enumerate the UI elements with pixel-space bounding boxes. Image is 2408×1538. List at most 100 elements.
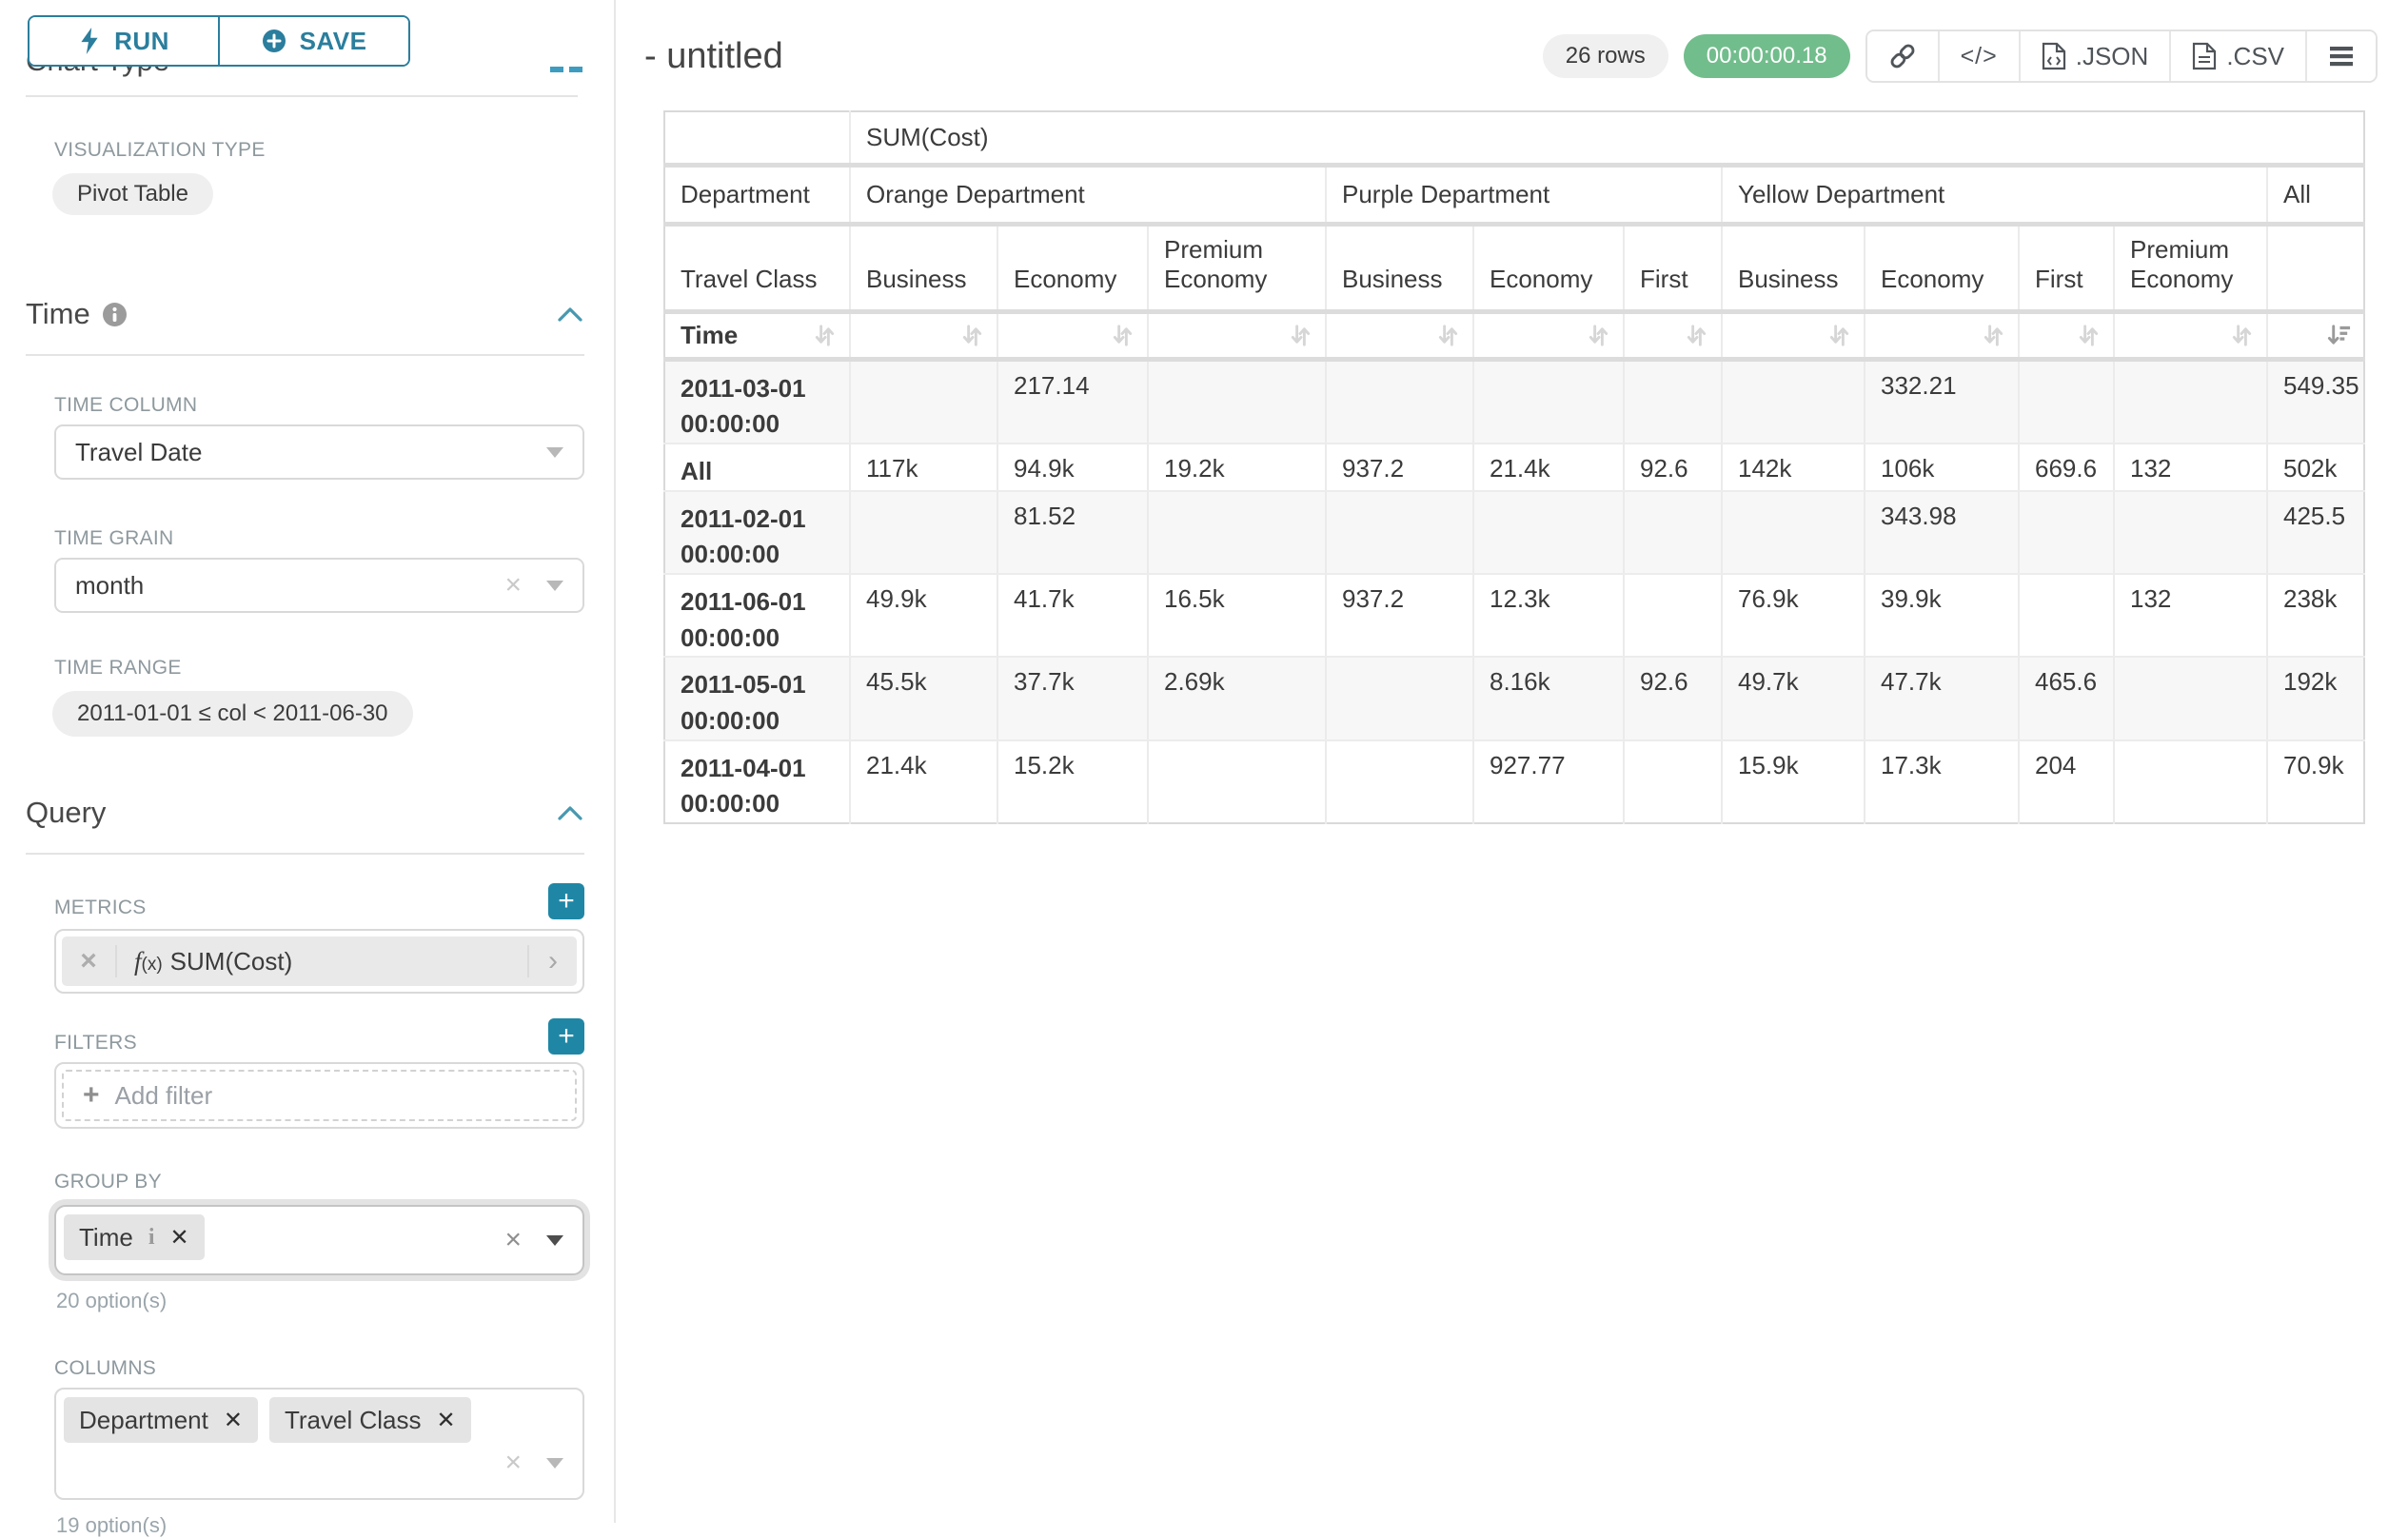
pivot-travel-class-header: Economy	[997, 224, 1148, 314]
plus-icon: +	[83, 1079, 100, 1111]
remove-metric-icon[interactable]: ×	[62, 945, 117, 977]
add-filter-button[interactable]: + Add filter	[62, 1070, 577, 1121]
time-range-label: TIME RANGE	[54, 657, 182, 679]
sort-icon	[1589, 324, 1609, 346]
pivot-value-cell: 132	[2113, 573, 2267, 659]
pivot-value-cell: 142k	[1721, 443, 1865, 492]
pivot-row-dimension-header[interactable]: Time	[664, 311, 850, 362]
lightning-bolt-icon	[81, 28, 98, 54]
pivot-value-cell: 192k	[2265, 657, 2365, 741]
clear-icon[interactable]: ×	[504, 1224, 522, 1255]
sort-header[interactable]	[1623, 311, 1722, 362]
pivot-value-cell: 2.69k	[1147, 657, 1326, 741]
pivot-travel-class-header: Economy	[1864, 224, 2019, 314]
add-metric-button[interactable]: +	[548, 883, 584, 919]
pivot-value-cell: 332.21	[1864, 359, 2019, 444]
pivot-row: 2011-04-01 00:00:00 21.4k 15.2k 927.77 15.9k…	[664, 739, 2365, 824]
pivot-value-cell: 94.9k	[997, 443, 1148, 492]
section-divider	[26, 95, 578, 97]
expand-metric-chevron-icon[interactable]: ›	[527, 945, 577, 977]
time-column-label: TIME COLUMN	[54, 394, 198, 416]
visualization-type-pill[interactable]: Pivot Table	[52, 173, 213, 215]
sort-header[interactable]	[1864, 311, 2019, 362]
chart-toolbar: 26 rows 00:00:00.18 </> .JSON .	[1542, 30, 2378, 83]
pivot-value-cell: 45.5k	[849, 657, 997, 741]
sort-header[interactable]	[1721, 311, 1865, 362]
sort-header[interactable]	[2113, 311, 2267, 362]
menu-button[interactable]	[2305, 31, 2376, 81]
pivot-value-cell: 502k	[2265, 443, 2365, 492]
pivot-department-header: Orange Department	[849, 165, 1326, 227]
columns-chip[interactable]: Travel Class ✕	[268, 1397, 471, 1443]
pivot-value-cell: 937.2	[1325, 443, 1473, 492]
code-icon: </>	[1960, 42, 1998, 69]
sort-desc-active-icon	[2328, 324, 2351, 345]
collapse-chevron-icon[interactable]	[556, 305, 584, 324]
sort-header[interactable]	[997, 311, 1148, 362]
pivot-value-cell: 8.16k	[1472, 657, 1624, 741]
columns-chip[interactable]: Department ✕	[64, 1397, 258, 1443]
clear-icon[interactable]: ×	[504, 1447, 522, 1478]
pivot-value-cell	[1325, 490, 1473, 575]
sort-header[interactable]	[1472, 311, 1624, 362]
sort-header[interactable]	[2018, 311, 2114, 362]
caret-down-icon	[546, 580, 563, 591]
embed-code-button[interactable]: </>	[1937, 31, 2019, 81]
pivot-row-label: 2011-02-01 00:00:00	[664, 490, 850, 575]
pivot-value-cell: 937.2	[1325, 573, 1473, 659]
sort-header[interactable]	[849, 311, 997, 362]
sort-header[interactable]	[1147, 311, 1326, 362]
pivot-row-label: All	[664, 443, 850, 492]
group-by-options-hint: 20 option(s)	[56, 1289, 168, 1312]
pivot-col-dimension-2: Travel Class	[664, 224, 850, 314]
pivot-value-cell: 70.9k	[2265, 739, 2365, 824]
share-link-button[interactable]	[1866, 31, 1938, 81]
filters-control: + Add filter	[54, 1062, 584, 1129]
chart-title[interactable]: - untitled	[644, 35, 783, 76]
pivot-value-cell: 465.6	[2018, 657, 2114, 741]
filters-label: FILTERS	[54, 1032, 137, 1054]
column-info-icon: i	[148, 1224, 155, 1250]
export-csv-button[interactable]: .CSV	[2169, 31, 2305, 81]
collapse-chevron-icon[interactable]	[556, 803, 584, 822]
pivot-travel-class-header: Economy	[1472, 224, 1624, 314]
export-json-button[interactable]: .JSON	[2018, 31, 2170, 81]
save-button[interactable]: SAVE	[218, 17, 408, 65]
pivot-department-header: Yellow Department	[1721, 165, 2267, 227]
clipped-icon-dots	[569, 67, 582, 72]
group-by-select[interactable]: Time i ✕ ×	[54, 1205, 584, 1275]
pivot-value-cell	[2113, 490, 2267, 575]
plus-circle-icon	[262, 30, 286, 52]
pivot-value-cell: 39.9k	[1864, 573, 2019, 659]
remove-chip-icon[interactable]: ✕	[223, 1407, 243, 1433]
pivot-value-cell: 21.4k	[1472, 443, 1624, 492]
add-filter-plus-button[interactable]: +	[548, 1018, 584, 1055]
remove-chip-icon[interactable]: ✕	[436, 1407, 456, 1433]
time-section-title: Time	[26, 297, 90, 330]
pivot-travel-class-header: First	[2018, 224, 2114, 314]
sort-icon	[1687, 324, 1707, 346]
time-column-select[interactable]: Travel Date	[54, 424, 584, 480]
pivot-value-cell: 92.6	[1623, 443, 1722, 492]
metric-chip[interactable]: × f(x) SUM(Cost) ›	[62, 937, 577, 986]
time-range-pill[interactable]: 2011-01-01 ≤ col < 2011-06-30	[52, 691, 413, 737]
time-section-header: Time	[26, 297, 584, 331]
sort-icon	[962, 324, 982, 346]
sort-header[interactable]	[2265, 311, 2365, 362]
pivot-value-cell: 49.7k	[1721, 657, 1865, 741]
group-by-chip[interactable]: Time i ✕	[64, 1214, 205, 1260]
time-grain-select[interactable]: month ×	[54, 558, 584, 613]
clear-icon[interactable]: ×	[504, 569, 522, 601]
pivot-row: 2011-02-01 00:00:00 81.52 343.98 425.5	[664, 490, 2365, 575]
run-button[interactable]: RUN	[30, 17, 218, 65]
sort-header[interactable]	[1325, 311, 1473, 362]
metrics-control: × f(x) SUM(Cost) ›	[54, 929, 584, 994]
pivot-value-cell	[2113, 739, 2267, 824]
pivot-value-cell	[1325, 657, 1473, 741]
chart-panel: - untitled 26 rows 00:00:00.18 </> .JSON	[616, 0, 2408, 1523]
remove-chip-icon[interactable]: ✕	[169, 1224, 189, 1251]
file-text-icon	[2193, 42, 2217, 70]
pivot-value-cell	[1325, 359, 1473, 444]
control-panel-sidebar: Chart Type RUN SAVE VISUALIZATION TYPE P…	[0, 0, 616, 1537]
columns-select[interactable]: Department ✕ Travel Class ✕ ×	[54, 1388, 584, 1500]
